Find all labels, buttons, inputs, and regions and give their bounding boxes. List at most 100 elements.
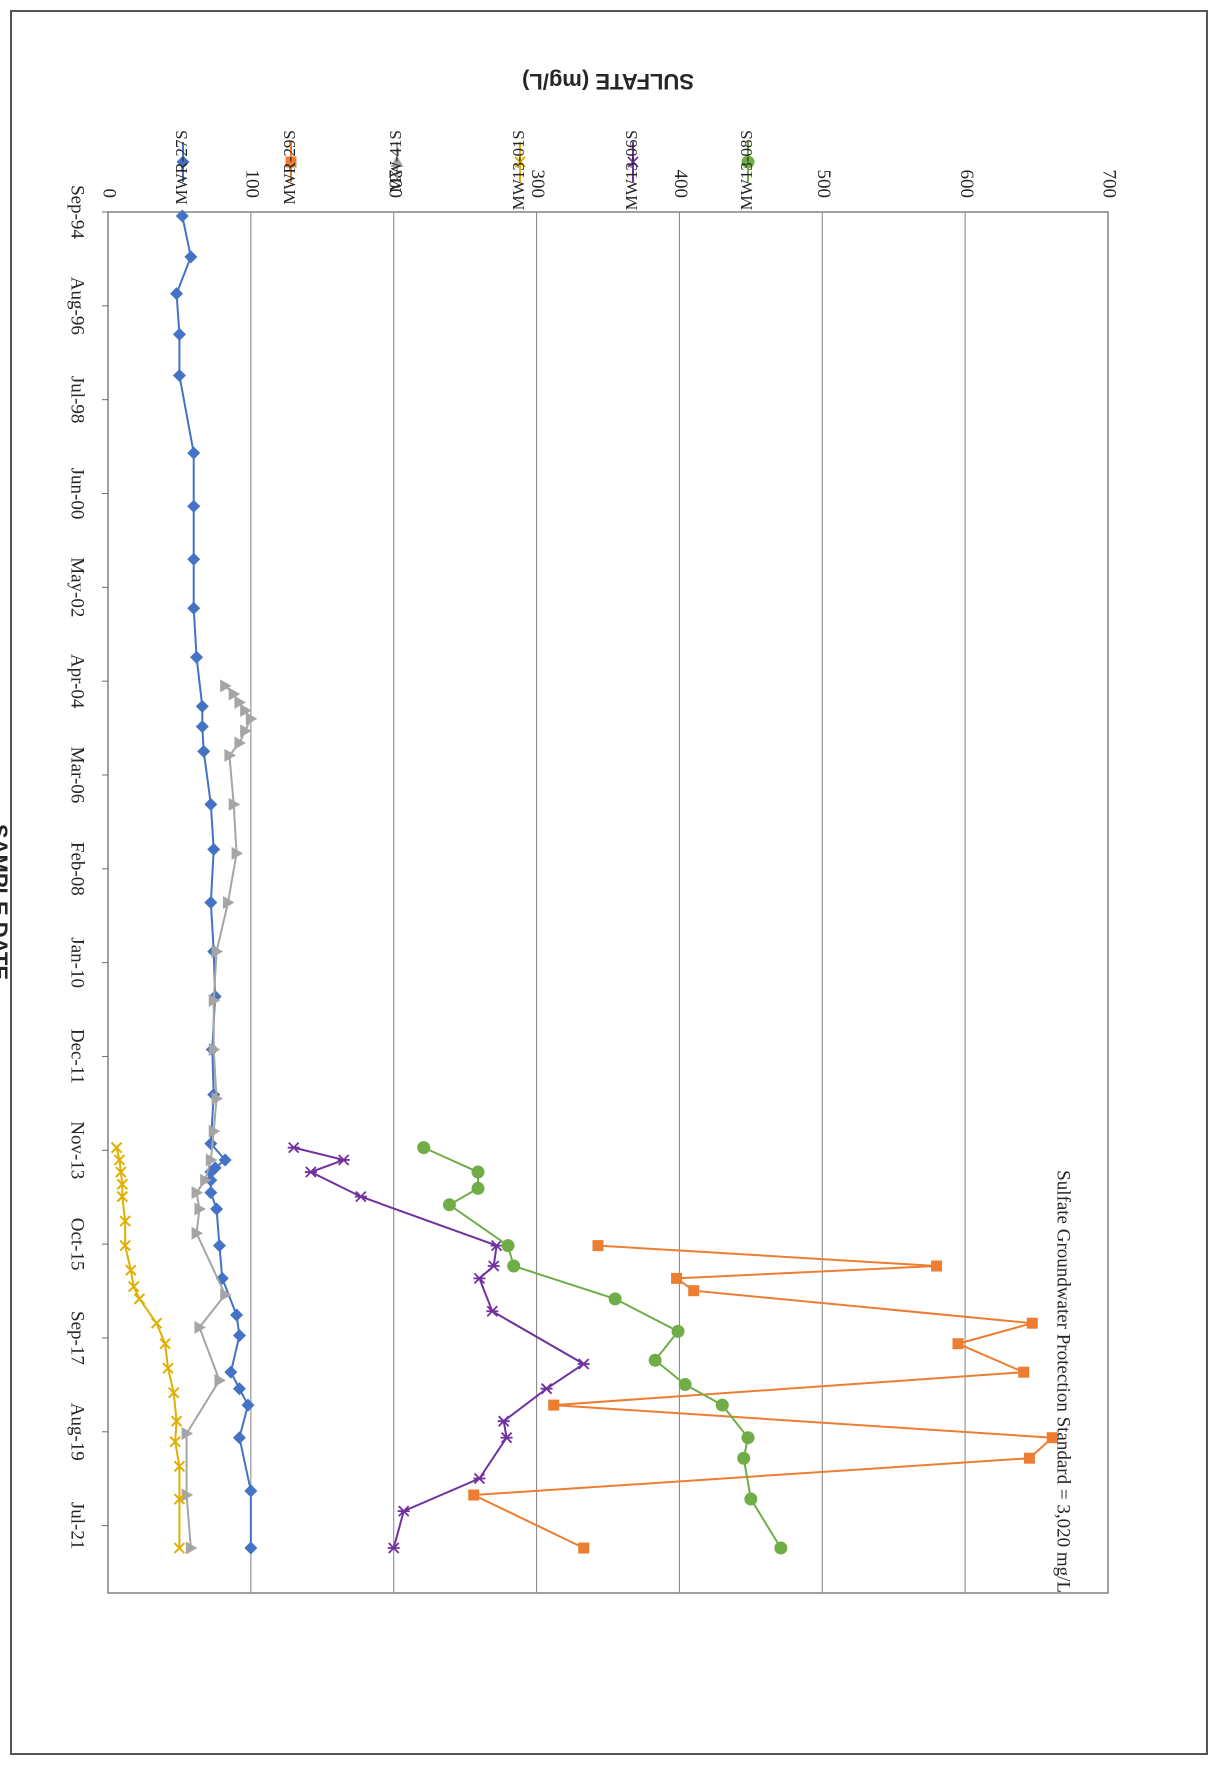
data-point xyxy=(244,1541,258,1555)
data-point xyxy=(197,744,211,758)
data-point xyxy=(194,1320,206,1334)
x-axis-title: SAMPLE DATE xyxy=(0,824,12,980)
data-point xyxy=(387,1542,400,1554)
legend-marker xyxy=(514,156,526,168)
data-point xyxy=(240,724,252,738)
data-point xyxy=(608,1292,622,1306)
plot-area: 0 100 200 300 400 500 600 700 Sep-94 Aug-96 Jul-9… xyxy=(0,69,1120,1594)
data-point xyxy=(337,1154,350,1166)
data-point xyxy=(110,1141,123,1154)
data-point xyxy=(224,748,236,762)
x-tick-label: Sep-17 xyxy=(67,1311,88,1365)
data-point xyxy=(116,1178,128,1190)
data-point xyxy=(115,1166,127,1178)
data-point xyxy=(184,250,198,264)
data-point xyxy=(172,368,186,382)
data-point xyxy=(671,1324,685,1338)
x-tick-label: May-02 xyxy=(67,557,88,617)
legend-label: MW13-06S xyxy=(622,130,641,210)
series-mw13-01s xyxy=(110,1141,186,1554)
legend-label: MW13-01S xyxy=(509,130,528,210)
data-point xyxy=(548,1399,560,1411)
data-point xyxy=(232,1431,246,1445)
data-point xyxy=(304,1166,317,1178)
x-tick-label: Jul-21 xyxy=(67,1502,88,1550)
data-point xyxy=(245,712,258,726)
series-line-mw13-06s xyxy=(293,1146,586,1549)
data-point xyxy=(774,1541,788,1555)
data-point xyxy=(671,1272,683,1284)
legend-marker xyxy=(390,155,404,167)
data-point xyxy=(125,1264,137,1276)
data-point xyxy=(172,327,186,341)
data-point xyxy=(354,1190,367,1203)
data-point xyxy=(185,1541,198,1555)
data-point xyxy=(500,1432,513,1444)
data-point xyxy=(931,1260,943,1272)
data-point xyxy=(211,944,224,958)
data-point xyxy=(241,1398,255,1412)
data-point xyxy=(737,1451,751,1465)
data-point xyxy=(231,846,244,860)
x-tick-label: Jan-10 xyxy=(67,937,88,988)
series-mw-41s xyxy=(181,679,258,1555)
series-mwr-27s xyxy=(170,209,258,1555)
series-mwr-29s xyxy=(468,1240,1058,1554)
data-point xyxy=(678,1378,692,1392)
y-tick-label: 200 xyxy=(384,170,405,199)
y-axis-ticks: 0 100 200 300 400 500 600 700 xyxy=(99,170,1120,199)
data-point xyxy=(1046,1432,1058,1444)
data-point xyxy=(191,1226,204,1240)
x-axis-ticks: Sep-94 Aug-96 Jul-98 Jun-00 May-02 Apr-04 Mar-… xyxy=(67,185,108,1549)
data-point xyxy=(578,1542,590,1554)
x-tick-label: Dec-11 xyxy=(67,1029,88,1084)
data-point xyxy=(173,1493,186,1505)
data-point xyxy=(487,1260,500,1272)
data-point xyxy=(397,1505,410,1517)
y-tick-label: 0 xyxy=(99,189,120,199)
legend-marker xyxy=(627,156,639,168)
data-point xyxy=(442,1198,456,1212)
data-point xyxy=(194,1202,206,1216)
data-point xyxy=(490,1239,503,1252)
legend-item-mw13-06s: MW13-06S xyxy=(622,130,641,210)
data-point xyxy=(287,1141,300,1154)
data-point xyxy=(187,552,201,566)
data-point xyxy=(207,842,221,856)
legend-item-mw13-08s: MW13-08S xyxy=(737,130,756,210)
y-tick-label: 100 xyxy=(241,170,262,199)
data-point xyxy=(540,1383,553,1395)
data-point xyxy=(234,736,246,750)
x-tick-label: Jun-00 xyxy=(67,468,88,520)
data-point xyxy=(173,1460,186,1472)
y-tick-label: 300 xyxy=(527,170,548,199)
data-point xyxy=(220,1288,232,1302)
x-tick-label: Feb-08 xyxy=(67,842,88,896)
data-point xyxy=(204,896,218,909)
data-point xyxy=(507,1259,521,1273)
data-point xyxy=(228,687,241,701)
series-mw13-06s xyxy=(287,1141,590,1554)
data-point xyxy=(715,1398,729,1412)
data-point xyxy=(150,1317,163,1329)
data-point xyxy=(228,797,241,811)
data-point xyxy=(181,1427,194,1441)
data-point xyxy=(244,1484,258,1498)
data-point xyxy=(191,1186,204,1200)
x-tick-label: Aug-19 xyxy=(67,1403,88,1461)
data-point xyxy=(218,1153,232,1167)
legend-item-mw-41s: MW-41S xyxy=(386,130,405,192)
data-point xyxy=(223,896,235,909)
series-line-mwr-29s xyxy=(469,1244,1055,1549)
x-tick-label: Jul-98 xyxy=(67,376,88,424)
legend-label: MW-41S xyxy=(386,130,405,192)
x-tick-label: Aug-96 xyxy=(67,277,88,335)
legend-label: MW13-08S xyxy=(737,130,756,210)
data-point xyxy=(168,1387,180,1399)
data-point xyxy=(204,1186,218,1200)
gridlines xyxy=(250,212,966,1593)
series-layer xyxy=(110,209,1058,1555)
data-point xyxy=(170,1415,183,1427)
x-tick-label: Mar-06 xyxy=(67,747,88,804)
